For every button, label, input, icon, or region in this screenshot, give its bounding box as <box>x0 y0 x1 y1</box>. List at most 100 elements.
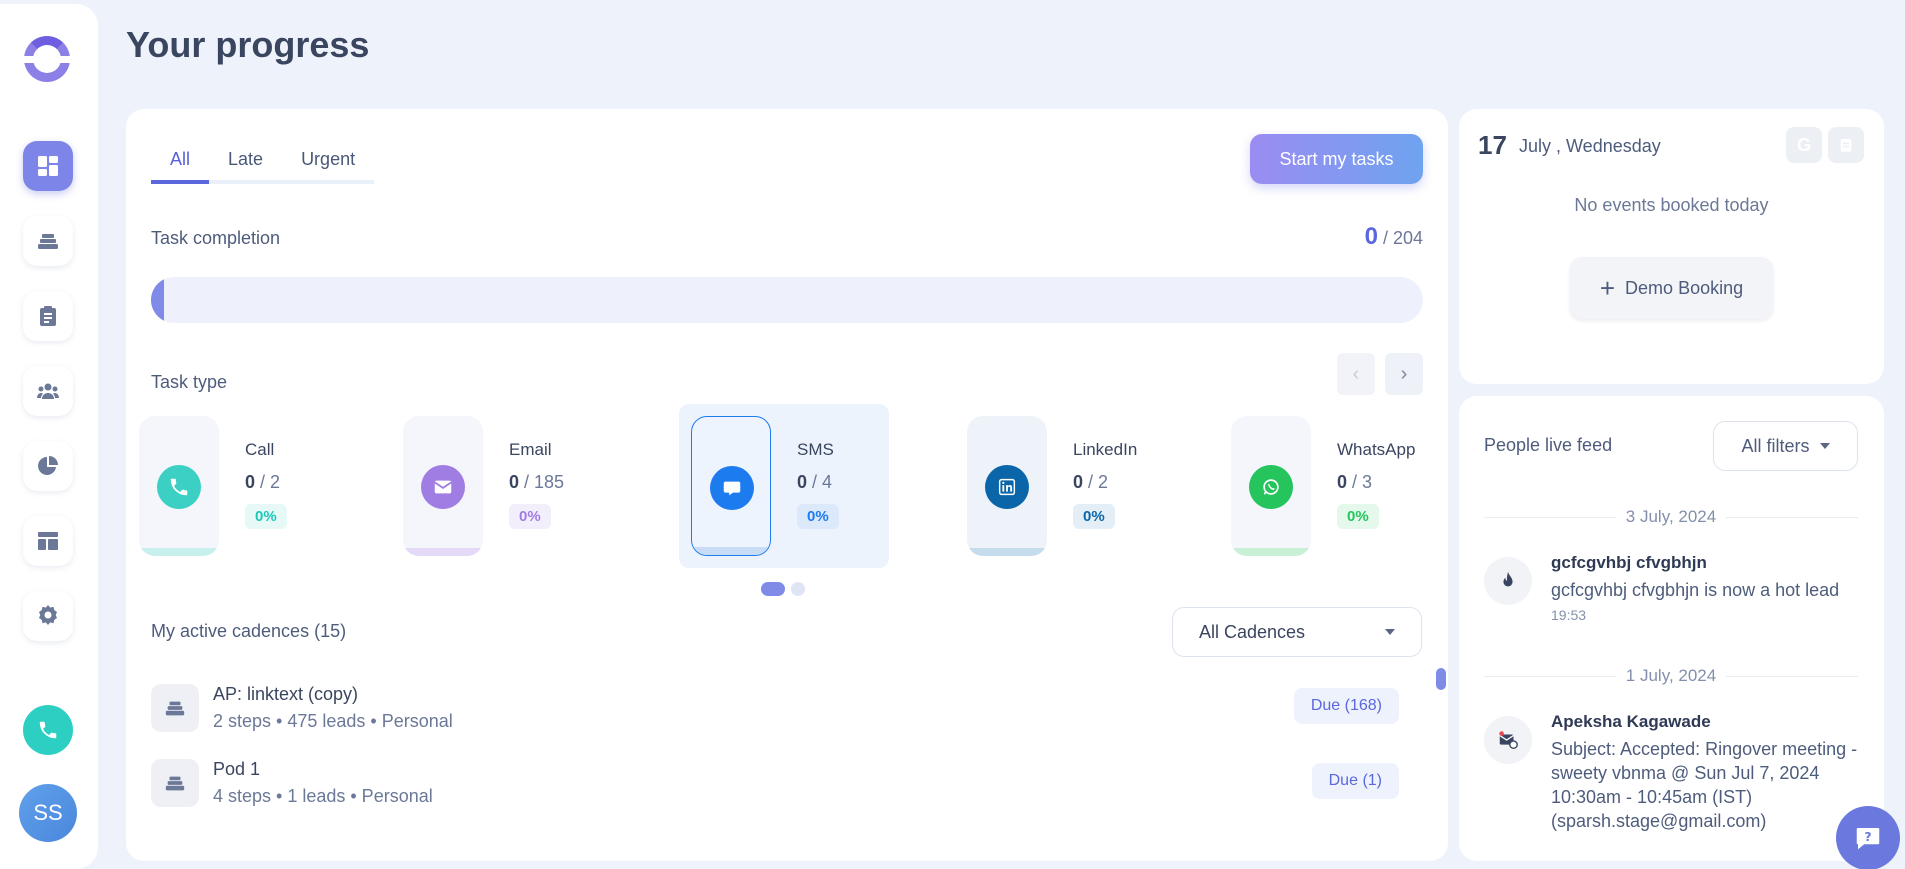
task-type-count: 0 / 2 <box>1073 472 1109 492</box>
feed-date-separator: 1 July, 2024 <box>1484 666 1859 686</box>
calendar-integrations: G <box>1786 127 1864 163</box>
plus-icon: + <box>1599 273 1616 303</box>
page-title: Your progress <box>126 24 370 65</box>
gear-icon <box>39 605 57 625</box>
sidebar-item-tasks[interactable] <box>23 291 73 341</box>
cadence-list-scrollbar[interactable] <box>1436 668 1446 690</box>
cadence-filter-select[interactable]: All Cadences <box>1172 607 1422 657</box>
task-type-email[interactable]: Email 0 / 185 0% <box>391 404 601 568</box>
cadence-row[interactable]: AP: linktext (copy) 2 steps • 475 leads … <box>151 682 1409 734</box>
start-tasks-button[interactable]: Start my tasks <box>1250 134 1423 184</box>
pagination-dot[interactable] <box>761 582 785 596</box>
no-events-message: No events booked today <box>1574 195 1769 215</box>
task-type-count: 0 / 4 <box>797 472 833 492</box>
feed-date-separator: 3 July, 2024 <box>1484 507 1859 527</box>
whatsapp-icon <box>1249 465 1293 509</box>
sidebar-item-dashboard[interactable] <box>23 141 73 191</box>
cadence-filter-value: All Cadences <box>1199 621 1306 642</box>
sidebar-item-reports[interactable] <box>23 441 73 491</box>
task-type-count: 0 / 185 <box>509 472 565 492</box>
task-type-icon-tile <box>139 416 219 556</box>
task-type-percent: 0% <box>1073 504 1115 529</box>
calendar-day: 17 <box>1478 130 1507 160</box>
progress-card: All Late Urgent Start my tasks Task comp… <box>126 109 1448 861</box>
feed-filter-value: All filters <box>1741 435 1810 456</box>
cadence-name: AP: linktext (copy) <box>213 684 359 704</box>
layout-icon <box>38 532 58 550</box>
task-type-icon-tile <box>403 416 483 556</box>
chevron-down-icon <box>1385 629 1395 635</box>
task-type-name: SMS <box>797 440 834 459</box>
task-type-call[interactable]: Call 0 / 2 0% <box>127 404 337 568</box>
dashboard-icon <box>38 156 58 176</box>
layers-icon <box>151 684 199 732</box>
help-chat-icon: ? <box>1856 828 1880 850</box>
feed-person-name[interactable]: gcfcgvhbj cfvgbhjn <box>1551 553 1707 572</box>
task-type-name: Email <box>509 440 552 459</box>
cadence-row[interactable]: Pod 1 4 steps • 1 leads • Personal Due (… <box>151 757 1409 809</box>
pagination-dot[interactable] <box>791 582 805 596</box>
clipboard-icon <box>40 306 56 326</box>
cadence-meta: 4 steps • 1 leads • Personal <box>213 786 433 806</box>
hot-lead-fire-icon <box>1484 557 1532 605</box>
linkedin-icon <box>985 465 1029 509</box>
completion-total: / 204 <box>1382 228 1423 248</box>
task-type-icon-tile <box>967 416 1047 556</box>
active-cadences-label: My active cadences (15) <box>151 621 347 641</box>
user-avatar[interactable]: SS <box>19 784 77 842</box>
carousel-prev-button[interactable]: ‹ <box>1337 353 1375 395</box>
task-type-count: 0 / 2 <box>245 472 281 492</box>
phone-icon <box>39 721 57 739</box>
task-type-percent: 0% <box>509 504 551 529</box>
completion-done: 0 <box>1364 223 1378 250</box>
task-filter-tabs: All Late Urgent <box>151 144 375 184</box>
google-calendar-icon[interactable]: G <box>1786 127 1822 163</box>
live-feed-title: People live feed <box>1484 435 1613 455</box>
live-feed-card: People live feed All filters 3 July, 202… <box>1459 396 1884 861</box>
task-type-name: Call <box>245 440 275 459</box>
calendar-list-icon[interactable] <box>1828 127 1864 163</box>
task-completion-progress-bar <box>151 277 1423 323</box>
task-type-icon-tile <box>691 416 771 556</box>
task-type-percent: 0% <box>797 504 839 529</box>
svg-text:?: ? <box>1864 829 1871 844</box>
meeting-accepted-mail-icon <box>1484 716 1532 764</box>
sidebar-item-settings[interactable] <box>23 591 73 641</box>
sidebar: SS <box>0 4 98 869</box>
chevron-left-icon: ‹ <box>1352 362 1360 385</box>
sidebar-item-cadences[interactable] <box>23 216 73 266</box>
feed-item-time: 19:53 <box>1551 607 1587 623</box>
people-icon <box>37 383 59 399</box>
tab-urgent[interactable]: Urgent <box>301 149 356 169</box>
feed-item-text: gcfcgvhbj cfvgbhjn is now a hot lead <box>1551 580 1840 600</box>
feed-person-name[interactable]: Apeksha Kagawade <box>1551 712 1711 731</box>
dialer-button[interactable] <box>23 705 73 755</box>
demo-booking-label: Demo Booking <box>1625 277 1744 298</box>
task-type-percent: 0% <box>1337 504 1379 529</box>
calendar-date: July , Wednesday <box>1519 136 1661 156</box>
task-type-linkedin[interactable]: LinkedIn 0 / 2 0% <box>955 404 1165 568</box>
cadence-due-badge[interactable]: Due (1) <box>1311 763 1399 799</box>
task-type-name: WhatsApp <box>1337 440 1416 459</box>
envelope-icon <box>421 465 465 509</box>
sidebar-item-people[interactable] <box>23 366 73 416</box>
help-button[interactable]: ? <box>1836 806 1900 869</box>
cadence-name: Pod 1 <box>213 759 261 779</box>
tab-all[interactable]: All <box>151 144 210 184</box>
chevron-down-icon <box>1819 443 1830 449</box>
feed-item-text: Subject: Accepted: Ringover meeting - sw… <box>1551 739 1858 831</box>
carousel-pagination <box>761 582 805 596</box>
task-type-count: 0 / 3 <box>1337 472 1373 492</box>
carousel-next-button[interactable]: › <box>1385 353 1423 395</box>
demo-booking-button[interactable]: + Demo Booking <box>1570 257 1773 319</box>
cadence-due-badge[interactable]: Due (168) <box>1293 688 1399 724</box>
task-type-sms[interactable]: SMS 0 / 4 0% <box>679 404 889 568</box>
tab-late[interactable]: Late <box>228 149 264 169</box>
task-type-whatsapp[interactable]: WhatsApp 0 / 3 0% <box>1219 404 1429 568</box>
feed-filter-dropdown[interactable]: All filters <box>1713 421 1858 471</box>
phone-icon <box>157 465 201 509</box>
pie-chart-icon <box>38 456 58 475</box>
sidebar-item-templates[interactable] <box>23 516 73 566</box>
app-logo[interactable] <box>21 36 73 82</box>
task-completion-count: 0 / 204 <box>1365 223 1423 251</box>
